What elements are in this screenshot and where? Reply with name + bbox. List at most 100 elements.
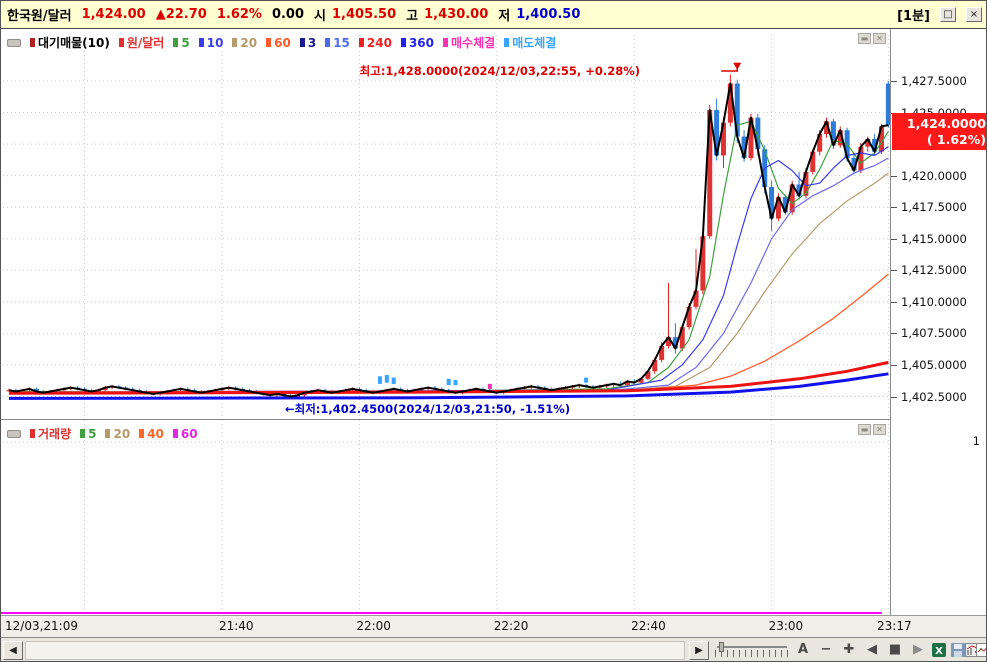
legend-item[interactable]: 5 (173, 35, 190, 50)
legend-item[interactable]: 240 (358, 35, 392, 50)
stop-icon[interactable]: ■ (885, 640, 905, 660)
legend-label: 5 (88, 426, 97, 441)
time-tick-label: 23:00 (768, 619, 804, 633)
axis-tick (891, 81, 897, 82)
bottom-toolbar: ◀ ▶ A − ✚ ◀ ■ ▶ X (1, 637, 986, 661)
legend-label: 20 (113, 426, 131, 441)
legend-item[interactable]: 매수체결 (443, 34, 495, 51)
main-chart-legend: 대기매물(10) 원/달러 5 10 20 60 3 15 240 360 매수체결 매도체결 (7, 34, 556, 51)
panel-divider[interactable] (1, 419, 890, 420)
legend-item[interactable]: 15 (325, 36, 350, 50)
high-price: 1,430.00 (424, 7, 489, 22)
legend-item[interactable]: 3 (299, 36, 316, 50)
legend-item[interactable]: 매도체결 (504, 34, 556, 51)
legend-item[interactable]: 360 (400, 35, 435, 50)
price-chart-canvas[interactable] (1, 29, 890, 419)
legend-color-icon (358, 38, 364, 47)
legend-item[interactable]: 40 (139, 427, 164, 441)
excel-export-icon[interactable]: X (929, 640, 949, 660)
zoom-slider-handle[interactable] (719, 642, 724, 652)
legend-item[interactable]: 20 (105, 427, 130, 441)
legend-color-icon (299, 38, 305, 47)
step-forward-icon[interactable]: ▶ (908, 640, 928, 660)
legend-label: 360 (408, 35, 435, 50)
legend-label: 240 (366, 35, 392, 50)
price-tick-label: 1,427.5000 (901, 74, 967, 88)
legend-color-icon (80, 429, 86, 438)
symbol-name: 한국원/달러 (7, 9, 72, 24)
price-tick-label: 1,412.5000 (901, 263, 967, 278)
price-tick-label: 1,420.0000 (901, 168, 967, 183)
legend-label: 5 (181, 35, 190, 50)
low-label: 저 (498, 9, 511, 24)
current-price-box: 1,424.0000 ( 1.62%) (892, 113, 986, 150)
zoom-out-icon[interactable]: − (816, 640, 836, 660)
time-tick-label: 22:20 (493, 619, 529, 633)
main-panel-window-buttons: ▬ ✕ (858, 33, 886, 44)
legend-color-icon (266, 38, 272, 47)
legend-item[interactable]: 5 (80, 427, 96, 441)
legend-item[interactable]: 60 (266, 36, 291, 50)
legend-item[interactable]: 원/달러 (118, 34, 165, 51)
low-annotation: ←최저:1,402.4500(2024/12/03,21:50, -1.51%) (285, 402, 571, 416)
current-price-value: 1,424.0000 (906, 116, 986, 131)
step-back-icon[interactable]: ◀ (862, 640, 882, 660)
current-price-pct: ( 1.62%) (926, 132, 986, 147)
price-change-pct: 1.62% (216, 7, 262, 22)
legend-label: 20 (240, 35, 258, 50)
axis-tick (891, 396, 897, 398)
legend-color-icon (325, 38, 331, 47)
legend-label: 거래량 (38, 427, 72, 441)
close-button[interactable]: × (966, 7, 982, 22)
scroll-right-button[interactable]: ▶ (689, 641, 709, 660)
legend-color-icon (232, 38, 238, 47)
legend-item[interactable]: 대기매물(10) (30, 34, 110, 51)
panel-close-icon[interactable]: ✕ (873, 424, 886, 435)
legend-color-icon (139, 429, 145, 438)
font-tool-icon[interactable]: A (793, 640, 813, 660)
price-tick-label: 1,410.0000 (901, 294, 967, 309)
svg-text:X: X (935, 646, 943, 657)
scroll-left-button[interactable]: ◀ (3, 641, 23, 660)
legend-item[interactable]: 20 (232, 36, 257, 50)
time-axis: 12/03,21:09 21:40 22:00 22:20 22:40 23:00 23:1… (1, 615, 986, 637)
open-label: 시 (314, 9, 326, 24)
legend-item[interactable]: 10 (198, 36, 223, 50)
save-icon[interactable] (948, 640, 968, 660)
axis-tick (891, 207, 897, 209)
zoom-in-icon[interactable]: ✚ (839, 640, 859, 660)
legend-label: 원/달러 (126, 36, 165, 50)
legend-item[interactable]: 거래량 (30, 425, 71, 442)
legend-color-icon (30, 429, 35, 438)
price-tick-label: 1,402.5000 (901, 389, 967, 404)
panel-minimize-icon[interactable]: ▬ (858, 424, 871, 435)
time-tick-label: 22:00 (356, 619, 391, 633)
axis-tick (891, 364, 897, 366)
legend-color-icon (400, 38, 406, 47)
price-change: ▲22.70 (155, 7, 207, 22)
axis-tick (891, 270, 897, 272)
volume-chart-canvas[interactable] (1, 420, 890, 615)
mini-chart-icon[interactable] (976, 640, 986, 660)
maximize-button[interactable]: □ (940, 7, 956, 22)
legend-color-icon (118, 38, 124, 47)
low-price: 1,400.50 (516, 7, 581, 22)
high-label: 고 (406, 9, 419, 24)
legend-label: 매수체결 (451, 36, 496, 50)
legend-grip-icon[interactable] (7, 38, 21, 47)
panel-minimize-icon[interactable]: ▬ (858, 33, 871, 44)
volume-legend: 거래량 5 20 40 60 (7, 425, 198, 442)
last-price: 1,424.00 (81, 7, 146, 22)
price-tick-label: 1,405.0000 (901, 357, 967, 372)
panel-close-icon[interactable]: ✕ (873, 33, 886, 44)
horizontal-scrollbar[interactable] (25, 641, 685, 660)
legend-label: 60 (180, 426, 198, 441)
legend-color-icon (504, 38, 510, 47)
zoom-slider[interactable] (713, 642, 791, 659)
axis-tick (891, 238, 897, 240)
legend-grip-icon[interactable] (7, 429, 21, 438)
legend-item[interactable]: 60 (172, 426, 198, 441)
legend-label: 60 (274, 35, 291, 50)
legend-label: 대기매물(10) (38, 36, 110, 50)
extra-value: 0.00 (271, 7, 305, 22)
